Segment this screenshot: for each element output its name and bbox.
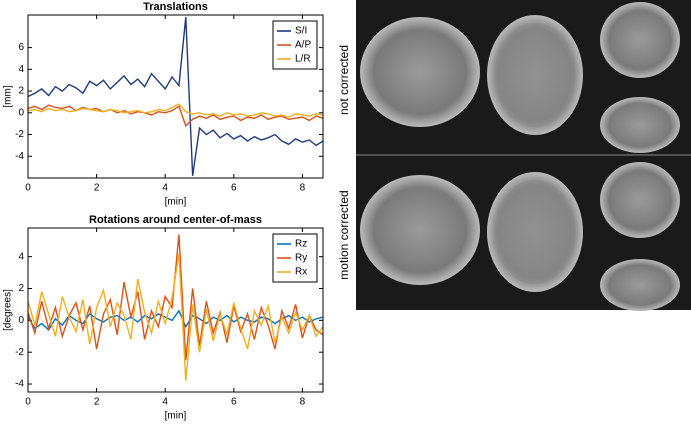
y-axis-label: [degrees]	[3, 289, 14, 331]
y-tick-label: 2	[18, 86, 24, 97]
x-tick-label: 6	[231, 397, 237, 408]
legend-label: L/R	[295, 54, 311, 65]
plot-frame	[27, 14, 324, 179]
data-line	[28, 234, 323, 361]
y-tick-label: -2	[15, 347, 24, 358]
legend-label: A/P	[295, 40, 311, 51]
data-line	[28, 253, 323, 381]
x-tick-label: 2	[94, 183, 100, 194]
data-line	[28, 103, 323, 118]
y-tick-label: 6	[18, 42, 24, 53]
y-tick-label: 4	[18, 64, 24, 75]
y-tick-label: -4	[15, 151, 24, 162]
data-line	[28, 309, 323, 331]
x-tick-label: 6	[231, 183, 237, 194]
x-tick-label: 4	[162, 183, 168, 194]
row-label: motion corrected	[337, 190, 351, 279]
legend-label: Rz	[295, 239, 307, 250]
x-tick-label: 2	[94, 397, 100, 408]
legend-label: Rx	[295, 267, 307, 278]
chart: Translations [min] [mm] 0 2 4 6 8 -4 -2 0 2 4 6 S/I A/P…	[3, 1, 324, 208]
y-axis-label: [mm]	[3, 85, 14, 107]
chart-title: Translations	[143, 1, 208, 13]
x-tick-label: 0	[25, 183, 31, 194]
y-tick-label: 0	[18, 315, 24, 326]
chart: Rotations around center-of-mass [min] [deg…	[3, 214, 324, 422]
y-tick-label: 2	[18, 283, 24, 294]
x-axis-label: [min]	[165, 197, 187, 208]
data-line	[28, 17, 323, 176]
legend-label: S/I	[295, 26, 307, 37]
y-tick-label: -2	[15, 129, 24, 140]
x-axis-label: [min]	[165, 411, 187, 422]
x-tick-label: 8	[300, 397, 306, 408]
x-tick-label: 8	[300, 183, 306, 194]
row-label: not corrected	[337, 45, 351, 115]
legend: S/I A/P L/R	[272, 20, 318, 70]
legend-label: Ry	[295, 253, 307, 264]
y-tick-label: -4	[15, 379, 24, 390]
chart-title: Rotations around center-of-mass	[89, 214, 262, 226]
plot-frame	[27, 227, 324, 393]
y-tick-label: 0	[18, 107, 24, 118]
x-tick-label: 4	[162, 397, 168, 408]
legend: Rz Ry Rx	[272, 233, 318, 283]
mri-panel	[356, 0, 691, 311]
y-tick-label: 4	[18, 251, 24, 262]
x-tick-label: 0	[25, 397, 31, 408]
